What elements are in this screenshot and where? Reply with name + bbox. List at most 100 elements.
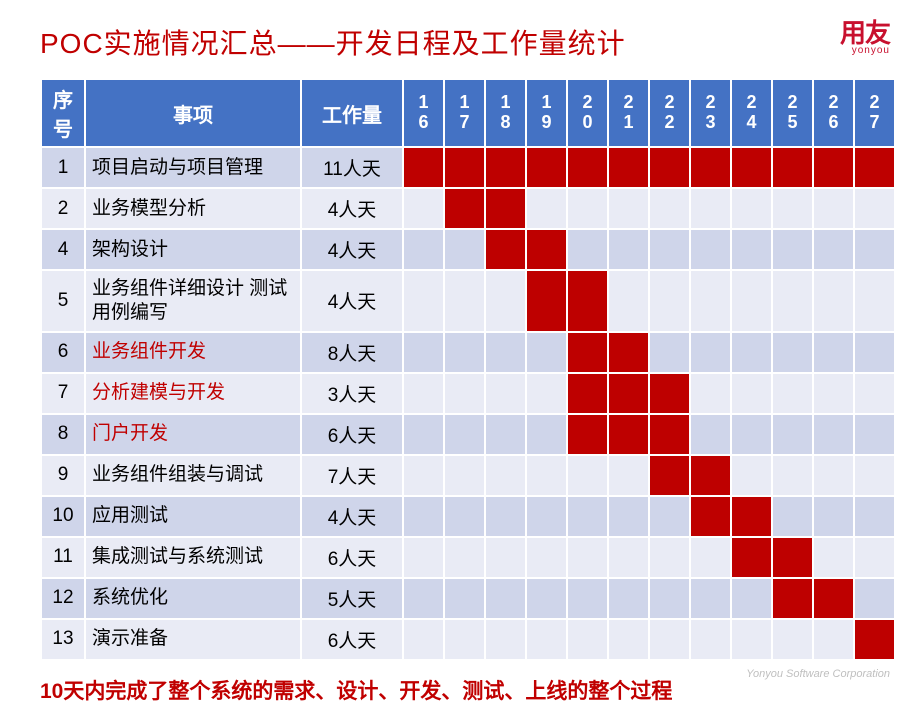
gantt-empty-cell bbox=[445, 579, 484, 618]
gantt-empty-cell bbox=[855, 333, 894, 372]
gantt-empty-cell bbox=[814, 538, 853, 577]
gantt-bar-cell bbox=[650, 415, 689, 454]
table-row: 11集成测试与系统测试6人天 bbox=[42, 538, 894, 577]
gantt-table: 序号 事项 工作量 161718192021222324252627 1项目启动… bbox=[40, 78, 896, 661]
cell-seq: 2 bbox=[42, 189, 84, 228]
gantt-empty-cell bbox=[773, 456, 812, 495]
col-item: 事项 bbox=[86, 80, 300, 146]
cell-work: 7人天 bbox=[302, 456, 402, 495]
gantt-empty-cell bbox=[732, 271, 771, 331]
gantt-bar-cell bbox=[568, 271, 607, 331]
gantt-bar-cell bbox=[486, 230, 525, 269]
gantt-empty-cell bbox=[486, 374, 525, 413]
gantt-empty-cell bbox=[527, 374, 566, 413]
cell-item: 业务模型分析 bbox=[86, 189, 300, 228]
gantt-empty-cell bbox=[527, 333, 566, 372]
cell-seq: 7 bbox=[42, 374, 84, 413]
gantt-empty-cell bbox=[732, 230, 771, 269]
gantt-empty-cell bbox=[404, 374, 443, 413]
gantt-empty-cell bbox=[609, 230, 648, 269]
gantt-empty-cell bbox=[486, 456, 525, 495]
cell-work: 3人天 bbox=[302, 374, 402, 413]
gantt-empty-cell bbox=[732, 456, 771, 495]
cell-work: 4人天 bbox=[302, 189, 402, 228]
cell-work: 8人天 bbox=[302, 333, 402, 372]
gantt-empty-cell bbox=[814, 333, 853, 372]
gantt-bar-cell bbox=[527, 271, 566, 331]
gantt-empty-cell bbox=[732, 620, 771, 659]
gantt-bar-cell bbox=[855, 148, 894, 187]
cell-work: 4人天 bbox=[302, 271, 402, 331]
gantt-empty-cell bbox=[609, 538, 648, 577]
gantt-empty-cell bbox=[814, 620, 853, 659]
gantt-empty-cell bbox=[404, 538, 443, 577]
gantt-bar-cell bbox=[732, 538, 771, 577]
gantt-empty-cell bbox=[404, 230, 443, 269]
gantt-empty-cell bbox=[773, 189, 812, 228]
cell-item: 业务组件组装与调试 bbox=[86, 456, 300, 495]
gantt-empty-cell bbox=[445, 271, 484, 331]
gantt-empty-cell bbox=[732, 415, 771, 454]
cell-item: 集成测试与系统测试 bbox=[86, 538, 300, 577]
gantt-empty-cell bbox=[404, 456, 443, 495]
gantt-empty-cell bbox=[732, 189, 771, 228]
gantt-empty-cell bbox=[404, 333, 443, 372]
col-day: 23 bbox=[691, 80, 730, 146]
gantt-empty-cell bbox=[650, 579, 689, 618]
gantt-empty-cell bbox=[486, 333, 525, 372]
table-row: 10应用测试4人天 bbox=[42, 497, 894, 536]
gantt-empty-cell bbox=[650, 230, 689, 269]
gantt-empty-cell bbox=[814, 415, 853, 454]
gantt-empty-cell bbox=[404, 620, 443, 659]
gantt-empty-cell bbox=[855, 497, 894, 536]
gantt-empty-cell bbox=[568, 579, 607, 618]
table-row: 12系统优化5人天 bbox=[42, 579, 894, 618]
gantt-bar-cell bbox=[732, 497, 771, 536]
cell-work: 4人天 bbox=[302, 230, 402, 269]
cell-item: 系统优化 bbox=[86, 579, 300, 618]
gantt-bar-cell bbox=[855, 620, 894, 659]
gantt-bar-cell bbox=[814, 579, 853, 618]
cell-seq: 4 bbox=[42, 230, 84, 269]
table-row: 4架构设计4人天 bbox=[42, 230, 894, 269]
gantt-empty-cell bbox=[445, 230, 484, 269]
col-day: 22 bbox=[650, 80, 689, 146]
gantt-empty-cell bbox=[486, 415, 525, 454]
gantt-bar-cell bbox=[814, 148, 853, 187]
gantt-bar-cell bbox=[609, 333, 648, 372]
gantt-empty-cell bbox=[527, 538, 566, 577]
col-day: 26 bbox=[814, 80, 853, 146]
gantt-empty-cell bbox=[650, 189, 689, 228]
col-day: 25 bbox=[773, 80, 812, 146]
gantt-empty-cell bbox=[773, 333, 812, 372]
gantt-empty-cell bbox=[773, 620, 812, 659]
gantt-bar-cell bbox=[691, 497, 730, 536]
gantt-empty-cell bbox=[691, 538, 730, 577]
gantt-empty-cell bbox=[568, 230, 607, 269]
gantt-empty-cell bbox=[650, 620, 689, 659]
gantt-bar-cell bbox=[773, 148, 812, 187]
cell-seq: 12 bbox=[42, 579, 84, 618]
gantt-empty-cell bbox=[855, 374, 894, 413]
gantt-empty-cell bbox=[568, 620, 607, 659]
gantt-bar-cell bbox=[404, 148, 443, 187]
cell-item: 业务组件开发 bbox=[86, 333, 300, 372]
gantt-empty-cell bbox=[814, 230, 853, 269]
col-day: 20 bbox=[568, 80, 607, 146]
gantt-empty-cell bbox=[773, 374, 812, 413]
table-row: 8门户开发6人天 bbox=[42, 415, 894, 454]
gantt-empty-cell bbox=[568, 497, 607, 536]
gantt-empty-cell bbox=[691, 415, 730, 454]
gantt-bar-cell bbox=[691, 456, 730, 495]
gantt-empty-cell bbox=[609, 620, 648, 659]
gantt-empty-cell bbox=[486, 271, 525, 331]
gantt-empty-cell bbox=[691, 189, 730, 228]
gantt-bar-cell bbox=[691, 148, 730, 187]
cell-item: 业务组件详细设计 测试用例编写 bbox=[86, 271, 300, 331]
table-row: 7分析建模与开发3人天 bbox=[42, 374, 894, 413]
col-day: 16 bbox=[404, 80, 443, 146]
gantt-empty-cell bbox=[691, 333, 730, 372]
cell-seq: 6 bbox=[42, 333, 84, 372]
gantt-bar-cell bbox=[527, 148, 566, 187]
gantt-bar-cell bbox=[650, 456, 689, 495]
